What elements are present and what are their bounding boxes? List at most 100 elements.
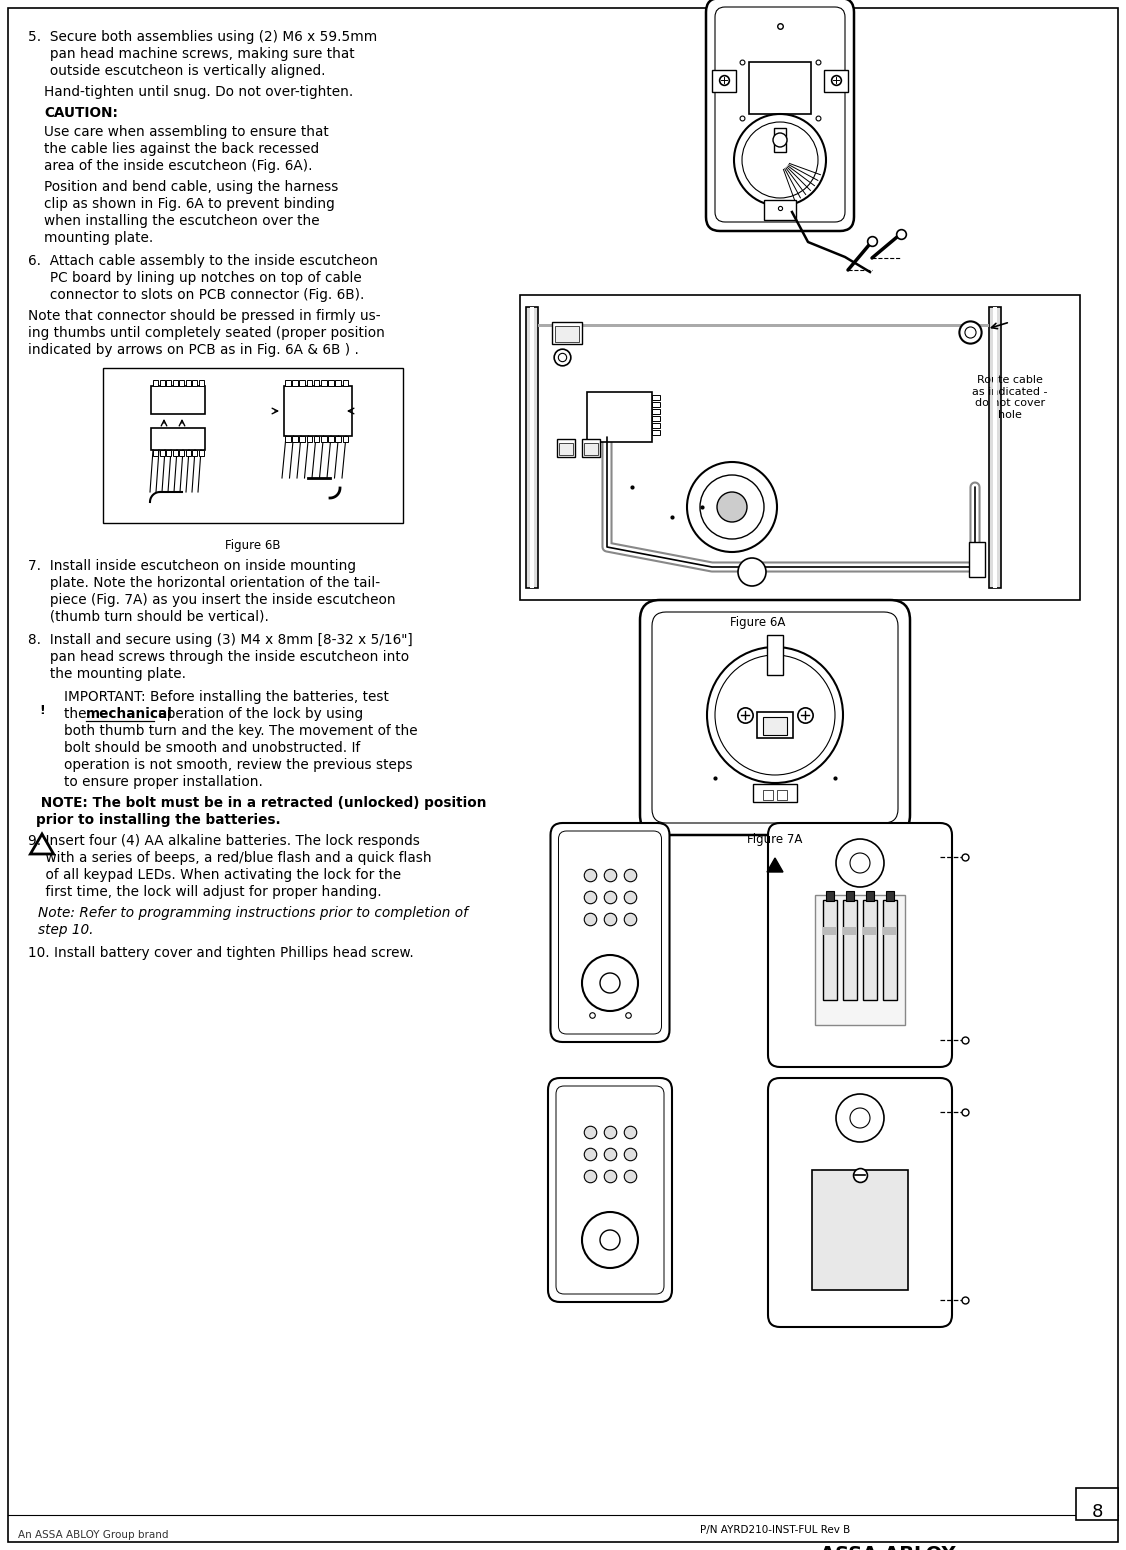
Text: !: !: [39, 704, 45, 716]
FancyBboxPatch shape: [551, 823, 670, 1042]
Bar: [584, 443, 598, 456]
Bar: [712, 70, 736, 91]
Bar: [843, 927, 857, 935]
Text: P/N AYRD210-INST-FUL Rev B: P/N AYRD210-INST-FUL Rev B: [700, 1525, 850, 1534]
Text: the: the: [64, 707, 91, 721]
Text: bolt should be smooth and unobstructed. If: bolt should be smooth and unobstructed. …: [64, 741, 360, 755]
Circle shape: [687, 462, 777, 552]
Text: Figure 6A: Figure 6A: [731, 615, 786, 629]
Text: NOTE: The bolt must be in a retracted (unlocked) position: NOTE: The bolt must be in a retracted (u…: [36, 797, 486, 811]
Bar: [336, 380, 341, 386]
Bar: [186, 449, 190, 456]
Circle shape: [738, 558, 766, 586]
Bar: [863, 927, 877, 935]
Text: when installing the escutcheon over the: when installing the escutcheon over the: [44, 214, 320, 228]
Bar: [102, 367, 403, 522]
Bar: [753, 784, 797, 801]
Bar: [153, 380, 158, 386]
Circle shape: [707, 646, 843, 783]
Bar: [166, 449, 171, 456]
Bar: [812, 1170, 908, 1290]
Bar: [652, 395, 660, 400]
Text: area of the inside escutcheon (Fig. 6A).: area of the inside escutcheon (Fig. 6A).: [44, 160, 313, 174]
Text: both thumb turn and the key. The movement of the: both thumb turn and the key. The movemen…: [64, 724, 418, 738]
Bar: [285, 380, 291, 386]
Bar: [824, 70, 848, 91]
Circle shape: [774, 133, 787, 147]
Bar: [767, 636, 783, 674]
Bar: [777, 790, 787, 800]
Bar: [321, 380, 327, 386]
Bar: [587, 392, 652, 442]
Circle shape: [835, 839, 884, 887]
Bar: [843, 901, 857, 1000]
Text: to ensure proper installation.: to ensure proper installation.: [64, 775, 262, 789]
Bar: [293, 436, 297, 442]
Bar: [883, 901, 897, 1000]
Text: PC board by lining up notches on top of cable: PC board by lining up notches on top of …: [28, 271, 361, 285]
Text: connector to slots on PCB connector (Fig. 6B).: connector to slots on PCB connector (Fig…: [28, 288, 365, 302]
Text: clip as shown in Fig. 6A to prevent binding: clip as shown in Fig. 6A to prevent bind…: [44, 197, 334, 211]
Text: prior to installing the batteries.: prior to installing the batteries.: [36, 814, 280, 828]
Bar: [306, 436, 312, 442]
Circle shape: [600, 1231, 620, 1249]
Text: Position and bend cable, using the harness: Position and bend cable, using the harne…: [44, 180, 339, 194]
Bar: [151, 428, 205, 449]
Text: (thumb turn should be vertical).: (thumb turn should be vertical).: [28, 611, 269, 625]
Bar: [342, 380, 348, 386]
Text: 10. Install battery cover and tighten Phillips head screw.: 10. Install battery cover and tighten Ph…: [28, 946, 413, 959]
Bar: [193, 380, 197, 386]
Text: operation is not smooth, review the previous steps: operation is not smooth, review the prev…: [64, 758, 412, 772]
Bar: [993, 307, 997, 587]
Text: Note that connector should be pressed in firmly us-: Note that connector should be pressed in…: [28, 308, 381, 322]
Bar: [557, 439, 575, 457]
Text: the mounting plate.: the mounting plate.: [28, 666, 186, 680]
Text: 7.  Install inside escutcheon on inside mounting: 7. Install inside escutcheon on inside m…: [28, 560, 356, 574]
Bar: [198, 449, 204, 456]
Circle shape: [582, 1212, 638, 1268]
Bar: [749, 62, 811, 115]
Bar: [314, 380, 320, 386]
Bar: [300, 436, 305, 442]
Text: 5.  Secure both assemblies using (2) M6 x 59.5mm: 5. Secure both assemblies using (2) M6 x…: [28, 29, 377, 43]
Text: 6.  Attach cable assembly to the inside escutcheon: 6. Attach cable assembly to the inside e…: [28, 254, 378, 268]
Bar: [774, 129, 786, 152]
Text: ing thumbs until completely seated (proper position: ing thumbs until completely seated (prop…: [28, 326, 385, 339]
Bar: [763, 718, 787, 735]
Bar: [151, 386, 205, 414]
FancyBboxPatch shape: [548, 1077, 672, 1302]
Text: operation of the lock by using: operation of the lock by using: [154, 707, 363, 721]
Bar: [652, 401, 660, 408]
Bar: [846, 891, 854, 901]
Bar: [555, 326, 579, 343]
Bar: [336, 436, 341, 442]
FancyBboxPatch shape: [640, 600, 910, 835]
Bar: [179, 449, 184, 456]
Text: pan head screws through the inside escutcheon into: pan head screws through the inside escut…: [28, 649, 409, 663]
Bar: [757, 711, 793, 738]
Bar: [179, 380, 184, 386]
Bar: [652, 423, 660, 428]
Text: Note: Refer to programming instructions prior to completion of: Note: Refer to programming instructions …: [38, 907, 468, 921]
Text: outside escutcheon is vertically aligned.: outside escutcheon is vertically aligned…: [28, 64, 325, 78]
FancyBboxPatch shape: [558, 831, 661, 1034]
Bar: [886, 891, 894, 901]
Text: mounting plate.: mounting plate.: [44, 231, 153, 245]
Bar: [193, 449, 197, 456]
Bar: [166, 380, 171, 386]
Bar: [558, 443, 573, 456]
Text: of all keypad LEDs. When activating the lock for the: of all keypad LEDs. When activating the …: [28, 868, 401, 882]
Bar: [160, 380, 164, 386]
Bar: [652, 409, 660, 414]
Bar: [863, 901, 877, 1000]
Text: ASSA ABLOY: ASSA ABLOY: [820, 1545, 956, 1550]
Text: first time, the lock will adjust for proper handing.: first time, the lock will adjust for pro…: [28, 885, 382, 899]
Text: plate. Note the horizontal orientation of the tail-: plate. Note the horizontal orientation o…: [28, 577, 381, 591]
Bar: [883, 927, 897, 935]
Bar: [172, 449, 178, 456]
Text: Use care when assembling to ensure that: Use care when assembling to ensure that: [44, 126, 329, 140]
Text: mechanical: mechanical: [86, 707, 173, 721]
Bar: [652, 415, 660, 422]
Bar: [582, 439, 600, 457]
Bar: [826, 891, 834, 901]
